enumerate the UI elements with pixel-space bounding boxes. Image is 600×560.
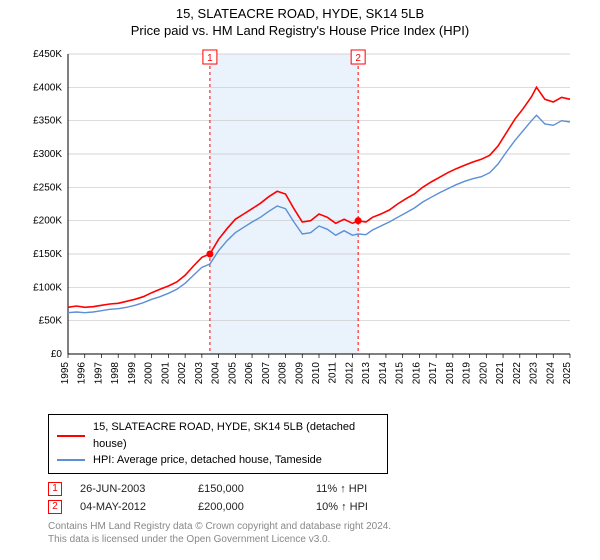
svg-text:1997: 1997 [93, 362, 104, 385]
svg-text:2022: 2022 [512, 362, 523, 385]
title-address: 15, SLATEACRE ROAD, HYDE, SK14 5LB [0, 6, 600, 21]
svg-text:2006: 2006 [244, 362, 255, 385]
svg-text:£200K: £200K [33, 216, 62, 227]
svg-text:2018: 2018 [445, 362, 456, 385]
footer-line: Contains HM Land Registry data © Crown c… [48, 520, 600, 533]
svg-text:2019: 2019 [462, 362, 473, 385]
svg-text:£100K: £100K [33, 282, 62, 293]
legend-label: 15, SLATEACRE ROAD, HYDE, SK14 5LB (deta… [93, 419, 379, 452]
sale-marker: 1 [48, 482, 62, 496]
svg-text:2024: 2024 [545, 362, 556, 385]
chart-svg: £0 £50K £100K £150K £200K £250K £300K £350K £400… [20, 46, 580, 406]
svg-text:2020: 2020 [478, 362, 489, 385]
svg-text:1996: 1996 [77, 362, 88, 385]
svg-text:2010: 2010 [311, 362, 322, 385]
sale-price: £150,000 [198, 483, 298, 495]
legend-row: 15, SLATEACRE ROAD, HYDE, SK14 5LB (deta… [57, 419, 379, 452]
svg-text:2000: 2000 [144, 362, 155, 385]
svg-text:£50K: £50K [39, 316, 63, 327]
svg-text:2003: 2003 [194, 362, 205, 385]
sale-row: 2 04-MAY-2012 £200,000 10% ↑ HPI [48, 500, 600, 514]
sale-date: 26-JUN-2003 [80, 483, 180, 495]
chart: £0 £50K £100K £150K £200K £250K £300K £350K £400… [20, 46, 580, 406]
svg-text:£150K: £150K [33, 249, 62, 260]
svg-text:2014: 2014 [378, 362, 389, 385]
svg-text:£400K: £400K [33, 82, 62, 93]
svg-text:£450K: £450K [33, 49, 62, 60]
svg-text:£250K: £250K [33, 182, 62, 193]
svg-text:2021: 2021 [495, 362, 506, 385]
svg-text:2023: 2023 [529, 362, 540, 385]
footer-line: This data is licensed under the Open Gov… [48, 533, 600, 546]
legend-label: HPI: Average price, detached house, Tame… [93, 452, 322, 469]
svg-text:1998: 1998 [110, 362, 121, 385]
sale-price: £200,000 [198, 501, 298, 513]
title-subtitle: Price paid vs. HM Land Registry's House … [0, 23, 600, 38]
sales-list: 1 26-JUN-2003 £150,000 11% ↑ HPI 2 04-MA… [48, 482, 600, 514]
legend-row: HPI: Average price, detached house, Tame… [57, 452, 379, 469]
legend-swatch [57, 459, 85, 461]
svg-text:2016: 2016 [411, 362, 422, 385]
legend: 15, SLATEACRE ROAD, HYDE, SK14 5LB (deta… [48, 414, 388, 474]
title-block: 15, SLATEACRE ROAD, HYDE, SK14 5LB Price… [0, 0, 600, 42]
svg-text:2025: 2025 [562, 362, 573, 385]
svg-text:2012: 2012 [344, 362, 355, 385]
svg-text:2009: 2009 [294, 362, 305, 385]
svg-text:2004: 2004 [211, 362, 222, 385]
sale-row: 1 26-JUN-2003 £150,000 11% ↑ HPI [48, 482, 600, 496]
svg-text:2001: 2001 [160, 362, 171, 385]
footer: Contains HM Land Registry data © Crown c… [48, 520, 600, 546]
svg-text:2002: 2002 [177, 362, 188, 385]
page: 15, SLATEACRE ROAD, HYDE, SK14 5LB Price… [0, 0, 600, 546]
svg-text:2005: 2005 [227, 362, 238, 385]
legend-swatch [57, 435, 85, 437]
sale-pct: 11% ↑ HPI [316, 483, 416, 495]
svg-text:2011: 2011 [328, 362, 339, 384]
svg-text:2008: 2008 [278, 362, 289, 385]
svg-text:2007: 2007 [261, 362, 272, 385]
svg-text:2017: 2017 [428, 362, 439, 385]
svg-text:1999: 1999 [127, 362, 138, 385]
svg-text:2: 2 [355, 53, 361, 64]
sale-pct: 10% ↑ HPI [316, 501, 416, 513]
svg-text:1: 1 [207, 53, 213, 64]
svg-text:2013: 2013 [361, 362, 372, 385]
sale-date: 04-MAY-2012 [80, 501, 180, 513]
svg-text:£300K: £300K [33, 149, 62, 160]
svg-text:£0: £0 [51, 349, 63, 360]
sale-marker: 2 [48, 500, 62, 514]
svg-text:£350K: £350K [33, 116, 62, 127]
svg-text:2015: 2015 [395, 362, 406, 385]
svg-text:1995: 1995 [60, 362, 71, 385]
